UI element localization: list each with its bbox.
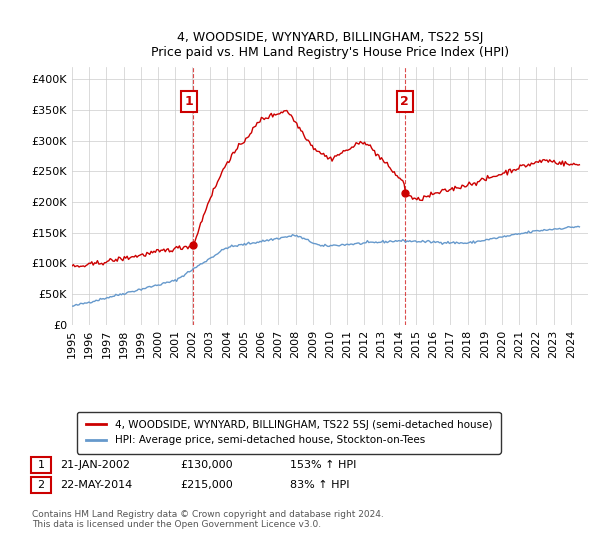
FancyBboxPatch shape	[31, 457, 51, 473]
Text: Contains HM Land Registry data © Crown copyright and database right 2024.
This d: Contains HM Land Registry data © Crown c…	[32, 510, 384, 529]
Text: 153% ↑ HPI: 153% ↑ HPI	[290, 460, 356, 470]
Text: 22-MAY-2014: 22-MAY-2014	[60, 480, 132, 490]
Text: 21-JAN-2002: 21-JAN-2002	[60, 460, 130, 470]
Text: 1: 1	[185, 95, 194, 108]
Text: 2: 2	[37, 480, 44, 490]
Text: 1: 1	[37, 460, 44, 470]
Text: £215,000: £215,000	[180, 480, 233, 490]
Text: 2: 2	[400, 95, 409, 108]
FancyBboxPatch shape	[31, 477, 51, 493]
Legend: 4, WOODSIDE, WYNYARD, BILLINGHAM, TS22 5SJ (semi-detached house), HPI: Average p: 4, WOODSIDE, WYNYARD, BILLINGHAM, TS22 5…	[77, 412, 500, 454]
Text: 83% ↑ HPI: 83% ↑ HPI	[290, 480, 349, 490]
Title: 4, WOODSIDE, WYNYARD, BILLINGHAM, TS22 5SJ
Price paid vs. HM Land Registry's Hou: 4, WOODSIDE, WYNYARD, BILLINGHAM, TS22 5…	[151, 31, 509, 59]
Text: £130,000: £130,000	[180, 460, 233, 470]
